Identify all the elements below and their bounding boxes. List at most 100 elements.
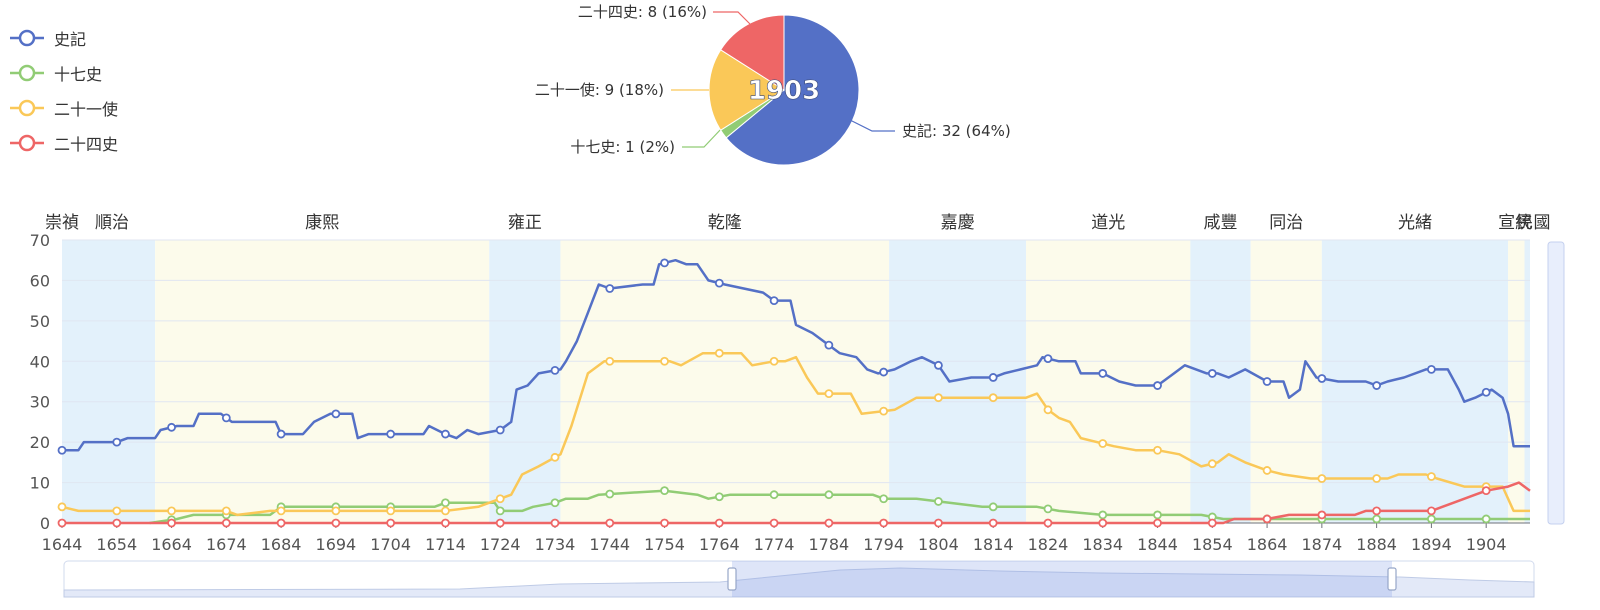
series-point[interactable] bbox=[1427, 506, 1436, 516]
series-line-e4ba8ce58d81e4b880e4bdbf[interactable] bbox=[61, 351, 1530, 517]
series-point[interactable] bbox=[1262, 466, 1272, 475]
series-point[interactable] bbox=[824, 389, 834, 399]
series-line-e58fb2e8a898[interactable] bbox=[62, 258, 1530, 452]
series-point[interactable] bbox=[879, 518, 889, 528]
series-point[interactable] bbox=[550, 365, 560, 375]
series-point[interactable] bbox=[988, 518, 998, 528]
series-point[interactable] bbox=[167, 422, 176, 432]
series-point[interactable] bbox=[824, 490, 834, 500]
series-point[interactable] bbox=[1372, 506, 1382, 516]
series-point[interactable] bbox=[934, 518, 943, 528]
series-point[interactable] bbox=[1317, 374, 1327, 383]
series-point[interactable] bbox=[1043, 405, 1053, 415]
series-point[interactable] bbox=[879, 494, 889, 504]
zoom-handle[interactable] bbox=[1387, 567, 1397, 591]
series-point[interactable] bbox=[331, 409, 341, 419]
series-point[interactable] bbox=[769, 490, 779, 500]
series-point[interactable] bbox=[1098, 439, 1108, 448]
series-point[interactable] bbox=[660, 518, 669, 528]
series-point[interactable] bbox=[276, 506, 286, 516]
series-point[interactable] bbox=[441, 498, 450, 508]
series-point[interactable] bbox=[934, 497, 943, 506]
series-point[interactable] bbox=[495, 506, 505, 516]
datazoom-slider[interactable] bbox=[63, 560, 1535, 598]
series-point[interactable] bbox=[1098, 510, 1108, 520]
series-point[interactable] bbox=[221, 413, 231, 423]
series-point[interactable] bbox=[1317, 510, 1327, 520]
series-point[interactable] bbox=[441, 518, 450, 528]
series-point[interactable] bbox=[824, 340, 834, 350]
series-point[interactable] bbox=[495, 425, 505, 435]
series-point[interactable] bbox=[112, 518, 122, 528]
series-point[interactable] bbox=[1153, 445, 1162, 455]
series-point[interactable] bbox=[550, 498, 560, 508]
legend-item[interactable]: 二十一使 bbox=[10, 90, 118, 125]
series-point[interactable] bbox=[714, 492, 724, 502]
series-point[interactable] bbox=[1481, 514, 1491, 524]
series-point[interactable] bbox=[769, 356, 779, 366]
series-point[interactable] bbox=[57, 445, 67, 455]
series-point[interactable] bbox=[1481, 486, 1491, 496]
series-point[interactable] bbox=[605, 518, 615, 528]
pie-slice[interactable] bbox=[719, 14, 785, 91]
series-point[interactable] bbox=[934, 393, 943, 403]
legend-item[interactable]: 二十四史 bbox=[10, 125, 118, 160]
series-point[interactable] bbox=[988, 502, 998, 512]
series-point[interactable] bbox=[824, 518, 834, 528]
series-point[interactable] bbox=[660, 258, 669, 268]
series-point[interactable] bbox=[1153, 381, 1162, 390]
series-point[interactable] bbox=[112, 506, 122, 516]
series-point[interactable] bbox=[386, 429, 396, 439]
series-point[interactable] bbox=[1207, 459, 1217, 469]
series-point[interactable] bbox=[550, 452, 560, 462]
series-point[interactable] bbox=[769, 518, 779, 528]
series-point[interactable] bbox=[495, 518, 505, 528]
series-point[interactable] bbox=[714, 518, 724, 528]
series-point[interactable] bbox=[605, 284, 615, 293]
series-point[interactable] bbox=[1481, 387, 1491, 397]
series-point[interactable] bbox=[276, 518, 286, 528]
series-point[interactable] bbox=[714, 348, 724, 358]
series-point[interactable] bbox=[112, 437, 122, 447]
series-point[interactable] bbox=[1043, 518, 1053, 528]
series-point[interactable] bbox=[331, 518, 341, 528]
series-point[interactable] bbox=[1427, 514, 1436, 524]
series-point[interactable] bbox=[1372, 514, 1382, 524]
series-point[interactable] bbox=[1043, 354, 1053, 363]
series-point[interactable] bbox=[1262, 377, 1272, 386]
series-point[interactable] bbox=[605, 356, 615, 366]
series-point[interactable] bbox=[1427, 472, 1436, 481]
series-point[interactable] bbox=[1153, 518, 1162, 528]
series-point[interactable] bbox=[1427, 364, 1436, 374]
series-point[interactable] bbox=[276, 429, 286, 439]
series-point[interactable] bbox=[1043, 504, 1053, 514]
series-point[interactable] bbox=[1098, 518, 1108, 528]
series-point[interactable] bbox=[1207, 369, 1217, 378]
series-point[interactable] bbox=[1317, 474, 1327, 483]
series-point[interactable] bbox=[879, 406, 889, 416]
pie-slice[interactable] bbox=[725, 14, 860, 166]
series-point[interactable] bbox=[550, 518, 560, 528]
series-point[interactable] bbox=[495, 494, 505, 504]
series-point[interactable] bbox=[167, 506, 176, 516]
series-point[interactable] bbox=[386, 506, 396, 516]
series-point[interactable] bbox=[934, 360, 943, 370]
series-point[interactable] bbox=[988, 393, 998, 403]
series-point[interactable] bbox=[1098, 369, 1108, 378]
series-point[interactable] bbox=[988, 373, 998, 382]
legend-item[interactable]: 史記 bbox=[10, 20, 118, 55]
series-point[interactable] bbox=[1372, 474, 1382, 483]
series-point[interactable] bbox=[331, 506, 341, 516]
legend-item[interactable]: 十七史 bbox=[10, 55, 118, 90]
series-point[interactable] bbox=[660, 356, 669, 366]
series-point[interactable] bbox=[386, 518, 396, 528]
series-point[interactable] bbox=[1207, 518, 1217, 528]
series-point[interactable] bbox=[221, 518, 231, 528]
series-point[interactable] bbox=[605, 489, 615, 499]
zoom-selection[interactable] bbox=[732, 561, 1392, 597]
series-point[interactable] bbox=[714, 278, 724, 288]
series-point[interactable] bbox=[660, 486, 669, 496]
series-point[interactable] bbox=[167, 518, 176, 528]
series-point[interactable] bbox=[1262, 514, 1272, 524]
series-point[interactable] bbox=[879, 367, 889, 377]
